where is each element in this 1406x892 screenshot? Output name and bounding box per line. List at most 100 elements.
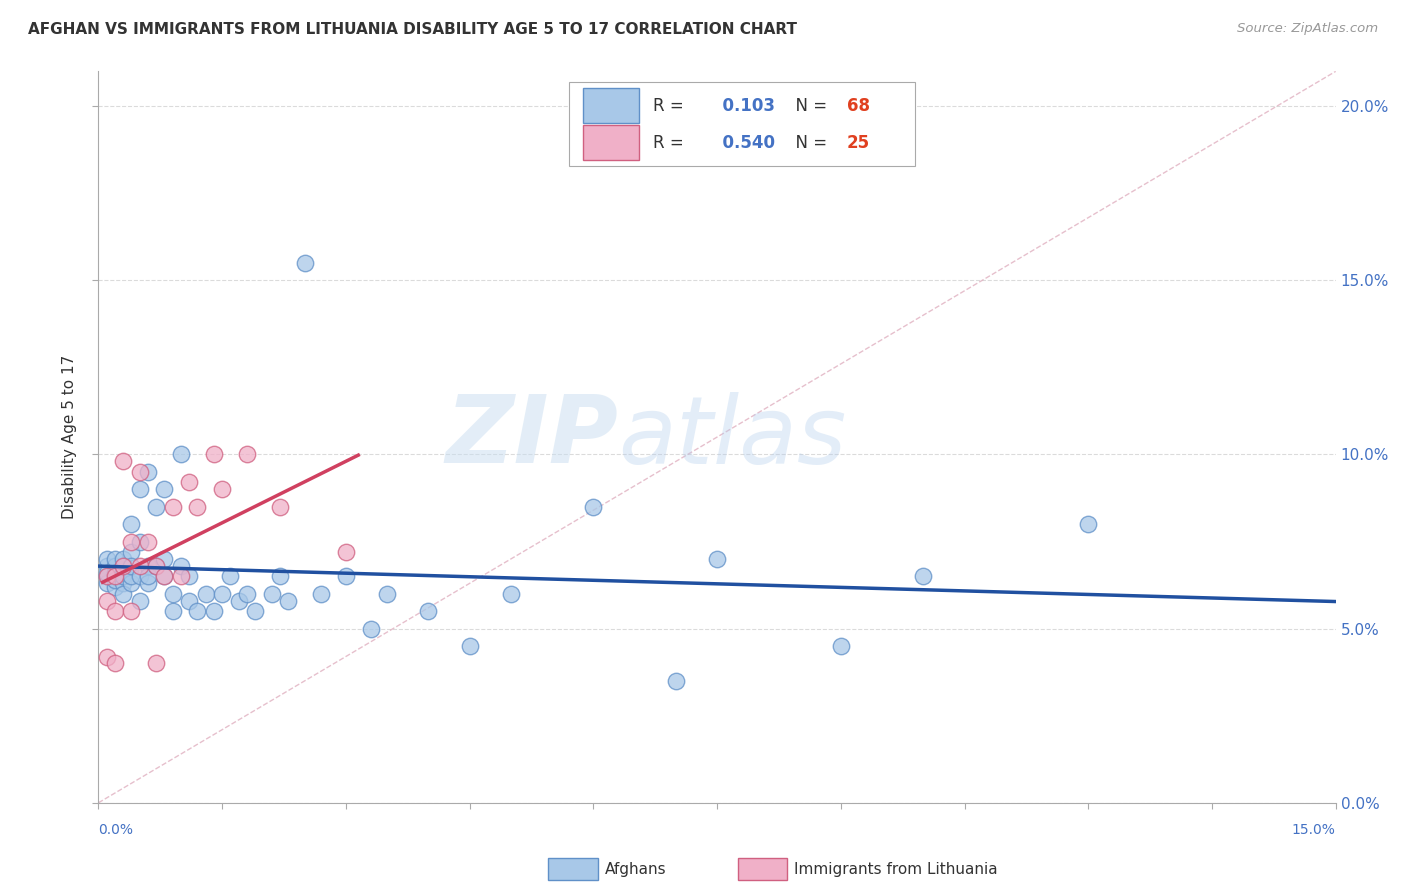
Point bbox=[153, 483, 176, 497]
Point bbox=[104, 573, 127, 587]
Text: AFGHAN VS IMMIGRANTS FROM LITHUANIA DISABILITY AGE 5 TO 17 CORRELATION CHART: AFGHAN VS IMMIGRANTS FROM LITHUANIA DISA… bbox=[28, 22, 797, 37]
Point bbox=[128, 483, 150, 497]
Point bbox=[120, 604, 142, 618]
Text: atlas: atlas bbox=[619, 392, 846, 483]
Point bbox=[186, 500, 208, 514]
Point bbox=[335, 545, 357, 559]
Point bbox=[162, 604, 184, 618]
Point bbox=[228, 594, 250, 608]
Point bbox=[162, 587, 184, 601]
Point bbox=[128, 558, 150, 573]
Text: Afghans: Afghans bbox=[605, 863, 666, 877]
Point bbox=[202, 604, 225, 618]
Point bbox=[418, 604, 440, 618]
Point bbox=[104, 569, 127, 583]
Text: 0.540: 0.540 bbox=[711, 134, 775, 152]
Point bbox=[170, 569, 193, 583]
Point bbox=[112, 558, 135, 573]
Point bbox=[294, 256, 316, 270]
Point bbox=[153, 569, 176, 583]
Text: 0.0%: 0.0% bbox=[98, 823, 134, 838]
Point bbox=[236, 587, 259, 601]
Point bbox=[104, 558, 127, 573]
FancyBboxPatch shape bbox=[568, 82, 915, 167]
Point bbox=[458, 639, 481, 653]
Point bbox=[219, 569, 242, 583]
Point bbox=[120, 534, 142, 549]
Point bbox=[162, 500, 184, 514]
Point bbox=[112, 587, 135, 601]
Point bbox=[335, 569, 357, 583]
Point bbox=[112, 566, 135, 580]
Text: Immigrants from Lithuania: Immigrants from Lithuania bbox=[794, 863, 998, 877]
Point bbox=[128, 594, 150, 608]
Point bbox=[243, 604, 266, 618]
Point bbox=[260, 587, 283, 601]
Point bbox=[179, 475, 201, 490]
Point bbox=[104, 566, 127, 580]
Point bbox=[582, 500, 605, 514]
Point bbox=[96, 552, 118, 566]
Text: 25: 25 bbox=[846, 134, 870, 152]
Point bbox=[236, 448, 259, 462]
Point bbox=[120, 517, 142, 532]
Point bbox=[112, 454, 135, 468]
Point bbox=[360, 622, 382, 636]
Bar bbox=[583, 126, 640, 161]
Point bbox=[309, 587, 332, 601]
Point bbox=[179, 569, 201, 583]
Y-axis label: Disability Age 5 to 17: Disability Age 5 to 17 bbox=[62, 355, 77, 519]
Point bbox=[120, 576, 142, 591]
Point bbox=[96, 566, 118, 580]
Point bbox=[202, 448, 225, 462]
Point bbox=[665, 673, 688, 688]
Point bbox=[96, 576, 118, 591]
Point bbox=[120, 545, 142, 559]
Point bbox=[96, 569, 118, 583]
Point bbox=[830, 639, 852, 653]
Point bbox=[145, 657, 167, 671]
Point bbox=[128, 534, 150, 549]
Point bbox=[136, 534, 159, 549]
Point bbox=[145, 558, 167, 573]
Point bbox=[104, 552, 127, 566]
Point bbox=[112, 569, 135, 583]
Text: N =: N = bbox=[785, 97, 832, 115]
Point bbox=[153, 552, 176, 566]
Text: 15.0%: 15.0% bbox=[1292, 823, 1336, 838]
Point bbox=[136, 569, 159, 583]
Point bbox=[104, 569, 127, 583]
Point bbox=[96, 594, 118, 608]
Point bbox=[112, 569, 135, 583]
Point bbox=[211, 587, 233, 601]
Point bbox=[145, 558, 167, 573]
Point bbox=[128, 569, 150, 583]
Point bbox=[136, 558, 159, 573]
Point bbox=[706, 552, 728, 566]
Point bbox=[104, 580, 127, 594]
Point bbox=[194, 587, 217, 601]
Point bbox=[128, 465, 150, 479]
Point bbox=[96, 649, 118, 664]
Point bbox=[136, 465, 159, 479]
Point bbox=[104, 657, 127, 671]
Point bbox=[211, 483, 233, 497]
Point bbox=[170, 558, 193, 573]
Point bbox=[1077, 517, 1099, 532]
Text: N =: N = bbox=[785, 134, 832, 152]
Point bbox=[96, 569, 118, 583]
Point bbox=[186, 604, 208, 618]
Point bbox=[112, 576, 135, 591]
Text: 68: 68 bbox=[846, 97, 870, 115]
Point bbox=[136, 576, 159, 591]
Text: R =: R = bbox=[652, 97, 689, 115]
Point bbox=[96, 558, 118, 573]
Point bbox=[912, 569, 935, 583]
Point bbox=[277, 594, 299, 608]
Point bbox=[170, 448, 193, 462]
Point bbox=[179, 594, 201, 608]
Point bbox=[120, 569, 142, 583]
Point bbox=[104, 573, 127, 587]
Point bbox=[153, 569, 176, 583]
Point bbox=[375, 587, 398, 601]
